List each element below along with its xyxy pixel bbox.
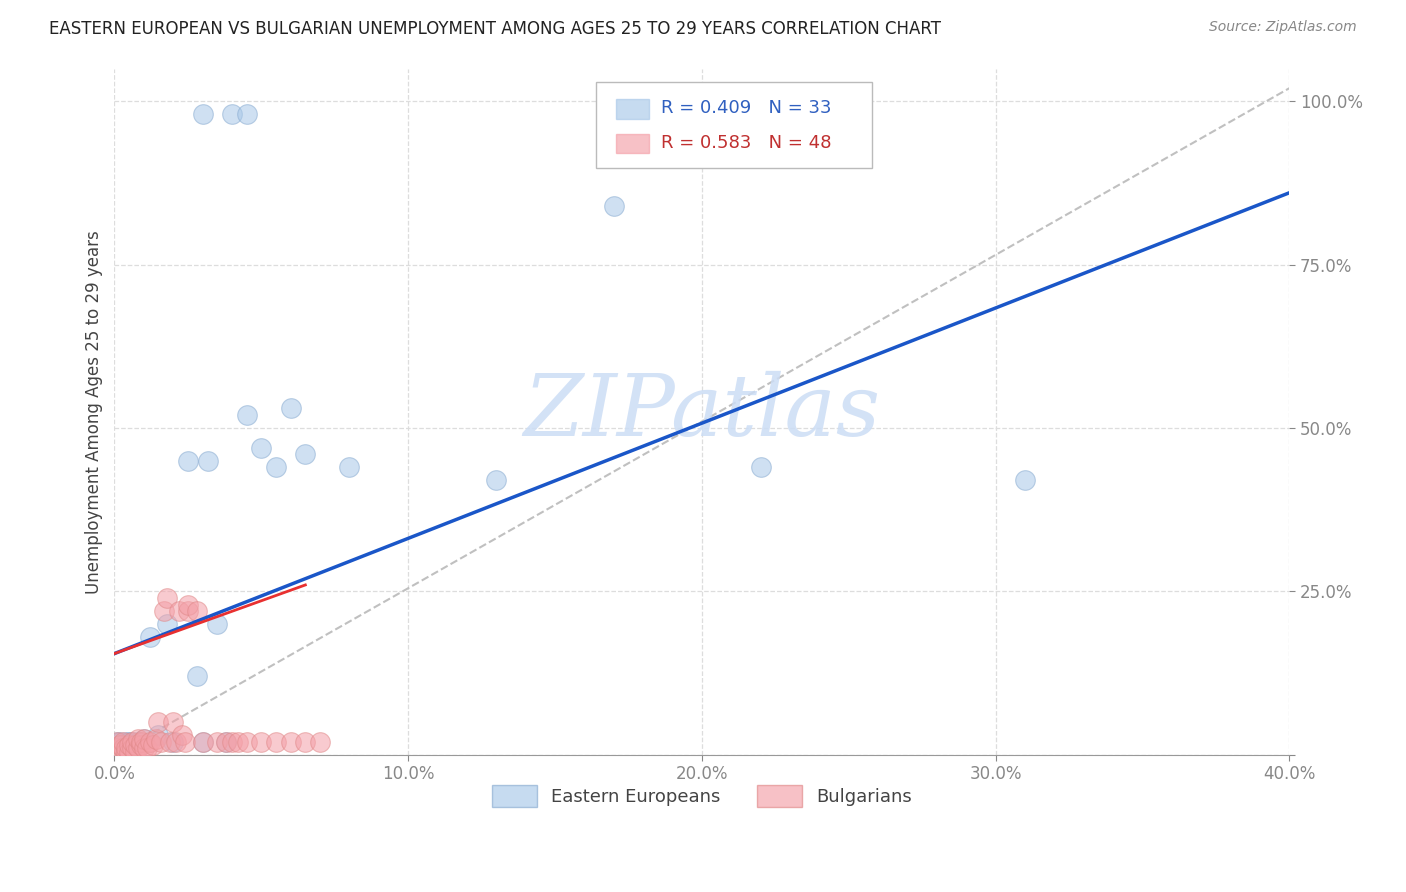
Point [138, 735, 160, 749]
Point [603, 199, 626, 213]
Bar [616, 134, 650, 153]
Point [485, 474, 508, 488]
Point [121, 735, 143, 749]
Point [177, 454, 200, 468]
Point [177, 598, 200, 612]
Point [221, 735, 243, 749]
Point [127, 741, 149, 756]
Point [112, 735, 135, 749]
Point [110, 735, 132, 749]
Point [110, 745, 132, 759]
Point [138, 630, 160, 644]
Point [115, 735, 138, 749]
Point [186, 604, 208, 618]
Point [132, 731, 155, 746]
Point [235, 735, 257, 749]
Point [294, 735, 316, 749]
Point [191, 735, 214, 749]
Point [132, 741, 155, 756]
Point [135, 741, 157, 756]
Point [150, 735, 173, 749]
Point [1014, 474, 1036, 488]
Point [264, 735, 287, 749]
Point [148, 715, 170, 730]
Text: R = 0.409   N = 33: R = 0.409 N = 33 [661, 99, 831, 118]
Point [121, 741, 143, 756]
FancyBboxPatch shape [596, 82, 872, 168]
Point [280, 735, 302, 749]
Point [112, 741, 135, 756]
Point [235, 107, 257, 121]
Point [105, 735, 128, 749]
Point [215, 735, 238, 749]
Point [215, 735, 238, 749]
Point [145, 731, 167, 746]
Point [115, 745, 138, 759]
Point [191, 735, 214, 749]
Point [118, 745, 141, 759]
Point [124, 738, 146, 752]
Point [156, 617, 179, 632]
Point [191, 107, 214, 121]
Point [226, 735, 249, 749]
Point [115, 741, 138, 756]
Point [127, 731, 149, 746]
Text: EASTERN EUROPEAN VS BULGARIAN UNEMPLOYMENT AMONG AGES 25 TO 29 YEARS CORRELATION: EASTERN EUROPEAN VS BULGARIAN UNEMPLOYME… [49, 20, 941, 37]
Bar [616, 99, 650, 119]
Point [112, 738, 135, 752]
Point [153, 604, 176, 618]
Point [124, 745, 146, 759]
Y-axis label: Unemployment Among Ages 25 to 29 years: Unemployment Among Ages 25 to 29 years [86, 230, 103, 593]
Point [294, 447, 316, 461]
Point [207, 735, 229, 749]
Point [127, 735, 149, 749]
Point [339, 460, 361, 475]
Point [221, 107, 243, 121]
Point [170, 728, 193, 742]
Point [250, 735, 273, 749]
Point [264, 460, 287, 475]
Point [162, 715, 184, 730]
Point [250, 441, 273, 455]
Point [110, 738, 132, 752]
Point [148, 728, 170, 742]
Point [132, 731, 155, 746]
Point [207, 617, 229, 632]
Point [197, 454, 219, 468]
Point [174, 735, 197, 749]
Point [235, 408, 257, 422]
Point [142, 738, 165, 752]
Point [118, 738, 141, 752]
Point [165, 735, 187, 749]
Point [129, 738, 152, 752]
Point [749, 460, 772, 475]
Point [124, 738, 146, 752]
Text: ZIPatlas: ZIPatlas [523, 370, 880, 453]
Point [309, 735, 332, 749]
Point [177, 604, 200, 618]
Point [159, 735, 181, 749]
Legend: Eastern Europeans, Bulgarians: Eastern Europeans, Bulgarians [485, 778, 920, 814]
Point [105, 735, 128, 749]
Point [105, 741, 128, 756]
Point [186, 669, 208, 683]
Text: R = 0.583   N = 48: R = 0.583 N = 48 [661, 134, 831, 152]
Text: Source: ZipAtlas.com: Source: ZipAtlas.com [1209, 20, 1357, 34]
Point [129, 735, 152, 749]
Point [167, 604, 190, 618]
Point [162, 735, 184, 749]
Point [118, 735, 141, 749]
Point [280, 401, 302, 416]
Point [156, 591, 179, 605]
Point [121, 735, 143, 749]
